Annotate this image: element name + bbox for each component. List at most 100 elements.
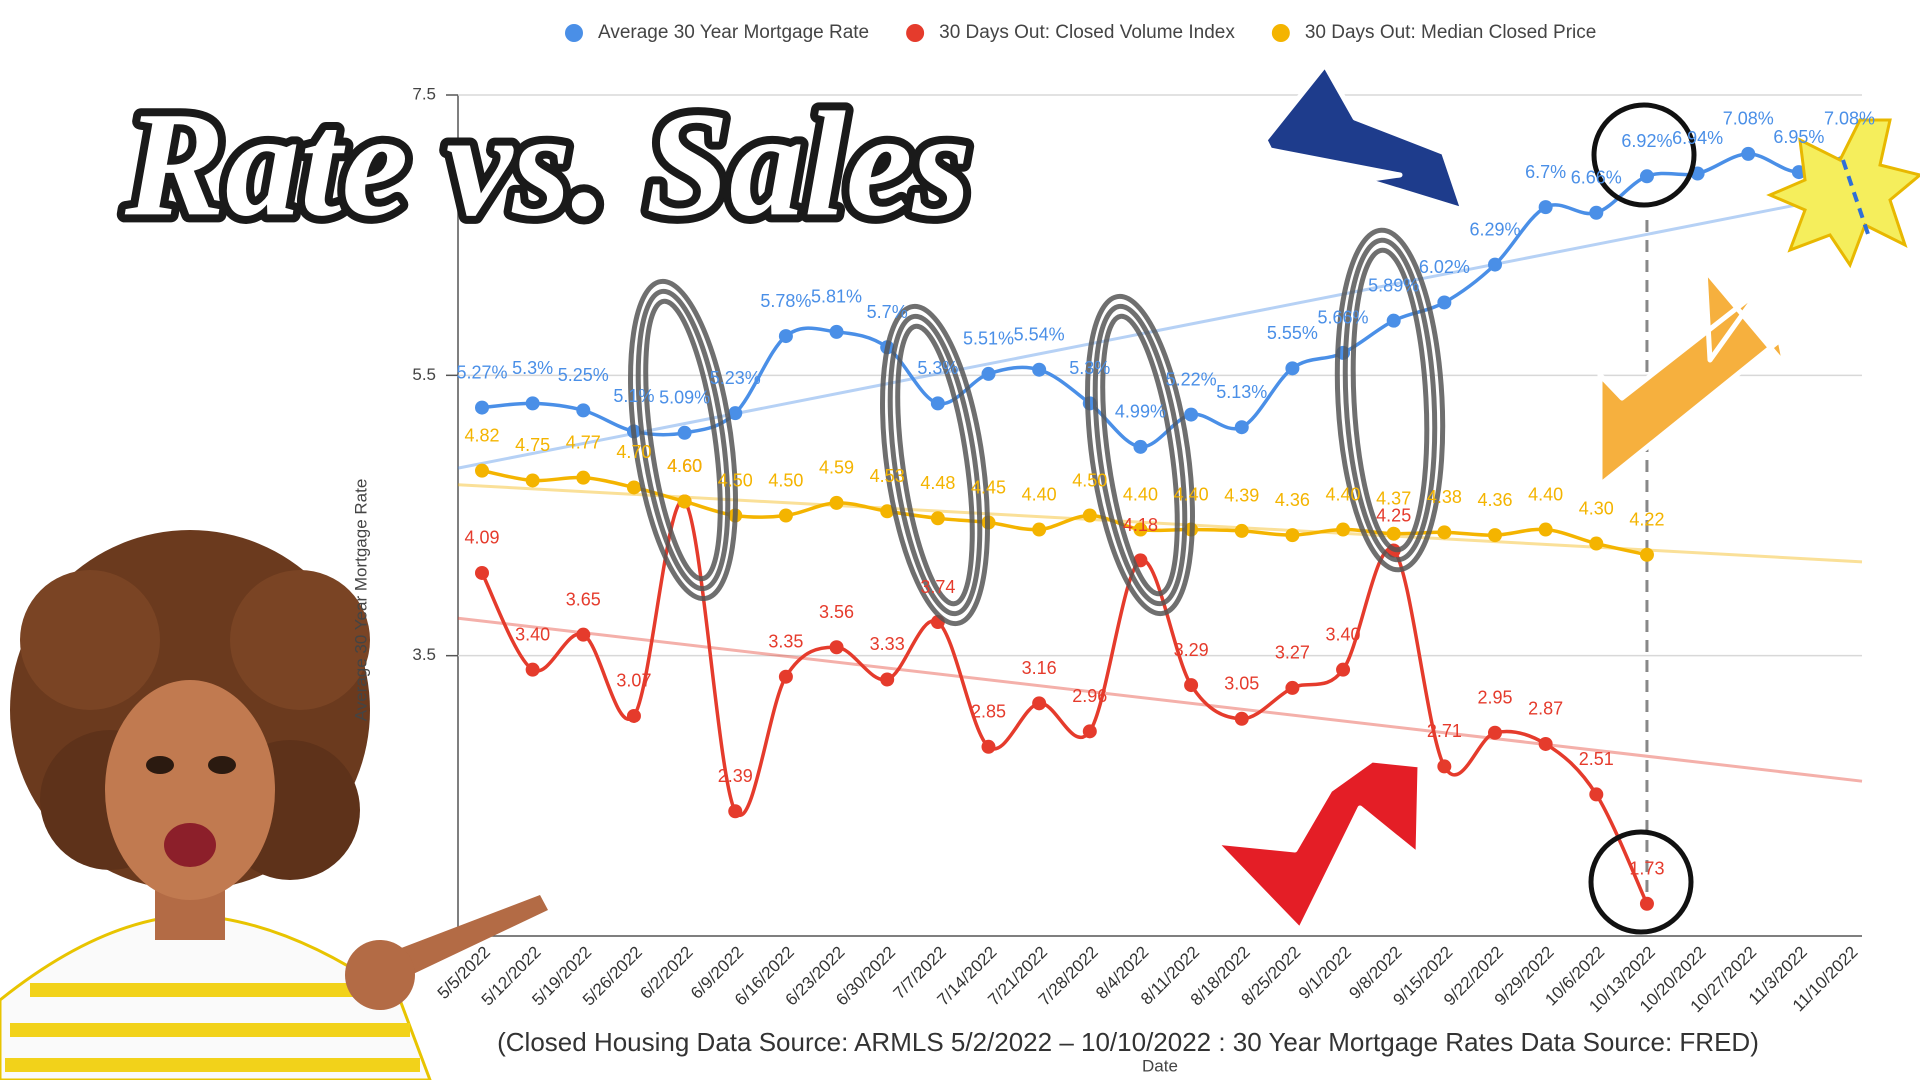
data-point (475, 565, 489, 580)
data-label: 5.78% (760, 291, 811, 311)
data-point (525, 396, 540, 411)
data-point (475, 400, 489, 415)
data-point (1234, 420, 1249, 435)
data-point (880, 672, 895, 687)
data-point (1741, 146, 1756, 161)
data-label: 4.36 (1477, 490, 1512, 510)
data-point (1538, 200, 1553, 215)
data-point (525, 662, 540, 677)
data-label: 4.09 (464, 528, 499, 548)
data-point (1082, 724, 1097, 739)
data-point (1538, 522, 1553, 537)
data-label: 2.95 (1477, 688, 1512, 708)
data-label: 3.74 (920, 577, 955, 597)
trendline (457, 190, 1863, 470)
data-point (1285, 528, 1300, 543)
data-point (981, 739, 996, 754)
data-label: 4.60 (667, 456, 702, 476)
data-label: 4.22 (1629, 509, 1664, 529)
data-point (1386, 313, 1401, 328)
data-point (1589, 536, 1604, 551)
data-label: 6.29% (1469, 219, 1520, 239)
data-label: 5.81% (811, 287, 862, 307)
legend-swatch (1271, 24, 1290, 42)
data-point (1437, 759, 1452, 774)
data-label: 5.55% (1267, 323, 1318, 343)
data-label: 4.50 (1072, 470, 1107, 490)
data-point (1285, 361, 1300, 376)
data-label: 5.27% (456, 362, 507, 382)
data-label: 4.99% (1115, 402, 1166, 422)
data-label: 3.35 (768, 631, 803, 651)
data-label: 4.60 (667, 456, 702, 476)
data-point (1032, 696, 1047, 711)
data-label: 1.73 (1629, 859, 1664, 879)
data-point (1589, 787, 1604, 802)
data-label: 5.25% (558, 365, 609, 385)
data-point (778, 329, 793, 344)
data-label: 4.18 (1123, 515, 1158, 535)
data-label: 6.02% (1419, 257, 1470, 277)
data-label: 2.87 (1528, 699, 1563, 719)
data-point (930, 396, 945, 411)
data-label: 4.50 (768, 470, 803, 490)
data-label: 6.94% (1672, 128, 1723, 148)
illustration (0, 530, 548, 1080)
x-tick-label: 6/2/2022 (636, 943, 696, 1003)
data-label: 3.16 (1022, 658, 1057, 678)
data-point (525, 473, 540, 488)
legend-swatch (565, 24, 583, 42)
data-label: 5.3% (512, 358, 553, 378)
chart-title: Rate vs. Sales (124, 81, 971, 247)
data-label: 4.40 (1528, 484, 1563, 504)
data-point (1082, 508, 1097, 523)
data-label: 5.13% (1216, 382, 1267, 402)
data-label: 5.3% (1069, 358, 1110, 378)
data-point (576, 403, 591, 418)
data-label: 5.89% (1368, 275, 1419, 295)
data-point (1488, 528, 1502, 543)
legend-swatch (906, 24, 925, 42)
legend-label: 30 Days Out: Closed Volume Index (939, 22, 1235, 43)
data-label: 5.54% (1014, 324, 1065, 344)
data-point (880, 504, 895, 519)
data-point (1234, 711, 1249, 726)
data-point (1234, 523, 1249, 538)
data-point (728, 406, 743, 421)
series-line (480, 499, 1649, 905)
data-label: 5.3% (917, 358, 958, 378)
data-label: 4.70 (616, 442, 651, 462)
y-tick-label: 3.5 (412, 645, 436, 664)
data-point (1488, 257, 1502, 272)
data-label: 7.08% (1723, 109, 1774, 129)
data-point (981, 366, 996, 381)
data-label: 2.96 (1072, 686, 1107, 706)
data-point (677, 425, 692, 440)
data-label: 5.66% (1318, 308, 1369, 328)
data-label: 4.82 (464, 425, 499, 445)
data-label: 3.27 (1275, 643, 1310, 663)
data-label: 6.7% (1525, 162, 1566, 182)
data-label: 4.59 (819, 458, 854, 478)
y-axis-label: Average 30 Year Mortgage Rate (351, 479, 370, 722)
legend-label: Average 30 Year Mortgage Rate (598, 22, 869, 43)
data-point (475, 463, 489, 478)
data-label: 4.30 (1579, 498, 1614, 518)
y-tick-label: 7.5 (412, 84, 436, 103)
x-axis-label: Date (1142, 1056, 1178, 1075)
data-label: 3.56 (819, 602, 854, 622)
data-point (728, 804, 743, 819)
data-point (677, 494, 692, 509)
data-label: 3.40 (1326, 624, 1361, 644)
data-label: 4.36 (1275, 490, 1310, 510)
data-point (1133, 439, 1148, 454)
data-label: 5.22% (1166, 369, 1217, 389)
data-point (1184, 678, 1199, 693)
data-label: 4.38 (1427, 487, 1462, 507)
data-point (1488, 725, 1502, 740)
decorations (0, 62, 1920, 1080)
data-point (626, 480, 641, 495)
data-label: 5.51% (963, 329, 1014, 349)
data-point (1285, 680, 1300, 695)
